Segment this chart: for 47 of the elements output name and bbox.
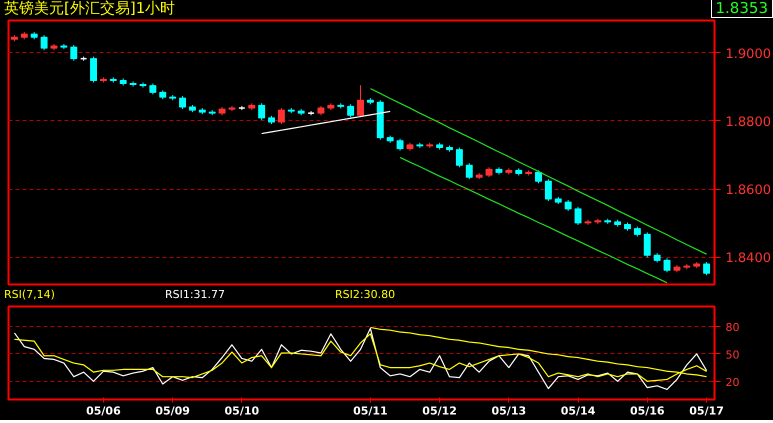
candlestick bbox=[486, 166, 493, 178]
candlestick bbox=[396, 138, 404, 152]
x-tick-label: 05/10 bbox=[224, 404, 260, 418]
line-series bbox=[14, 328, 708, 390]
y-tick-label: 1.9000 bbox=[726, 46, 771, 62]
candlestick bbox=[278, 108, 285, 125]
candlestick bbox=[347, 104, 354, 118]
candlestick bbox=[634, 226, 641, 237]
candlestick bbox=[40, 34, 48, 51]
line-series bbox=[370, 88, 708, 255]
candlestick bbox=[317, 106, 324, 116]
y-tick-label: 20 bbox=[726, 376, 740, 389]
candlestick bbox=[535, 170, 542, 184]
y-tick-label: 1.8400 bbox=[726, 251, 771, 266]
y-tick-label: 1.8800 bbox=[726, 114, 771, 130]
y-tick-label: 50 bbox=[726, 348, 740, 362]
candlestick bbox=[544, 178, 552, 202]
x-tick-label: 05/12 bbox=[422, 404, 457, 418]
text: RSI2:30.80 bbox=[335, 287, 396, 303]
x-tick-label: 05/16 bbox=[630, 404, 665, 418]
x-tick-label: 05/09 bbox=[155, 404, 190, 418]
y-tick-label: 1.8600 bbox=[726, 183, 771, 198]
line-series bbox=[399, 156, 668, 284]
chart-title: 英镑美元[外汇交易]1小时 bbox=[4, 0, 176, 17]
candlestick bbox=[90, 56, 98, 83]
candlestick bbox=[466, 162, 473, 180]
candlestick bbox=[564, 200, 572, 212]
candlestick bbox=[664, 258, 671, 273]
candlestick bbox=[644, 232, 651, 258]
candlestick bbox=[703, 262, 710, 276]
chart-title: RSI(7,14) bbox=[4, 287, 55, 303]
candlestick bbox=[654, 252, 661, 263]
x-tick-label: 05/13 bbox=[492, 404, 526, 418]
y-tick-label: 80 bbox=[726, 321, 740, 334]
candlestick bbox=[70, 44, 78, 62]
candlestick bbox=[574, 206, 582, 226]
candlestick bbox=[149, 83, 156, 95]
candlestick bbox=[456, 147, 463, 168]
candlestick bbox=[357, 84, 364, 118]
candlestick bbox=[179, 96, 186, 110]
x-tick-label: 05/14 bbox=[560, 404, 596, 418]
text: RSI1:31.77 bbox=[164, 287, 226, 303]
x-tick-label: 05/06 bbox=[86, 404, 122, 418]
x-tick-label: 05/17 bbox=[689, 404, 724, 418]
x-tick-label: 05/11 bbox=[353, 404, 388, 418]
candlestick bbox=[258, 102, 266, 120]
text: 1.8353 bbox=[710, 0, 773, 18]
